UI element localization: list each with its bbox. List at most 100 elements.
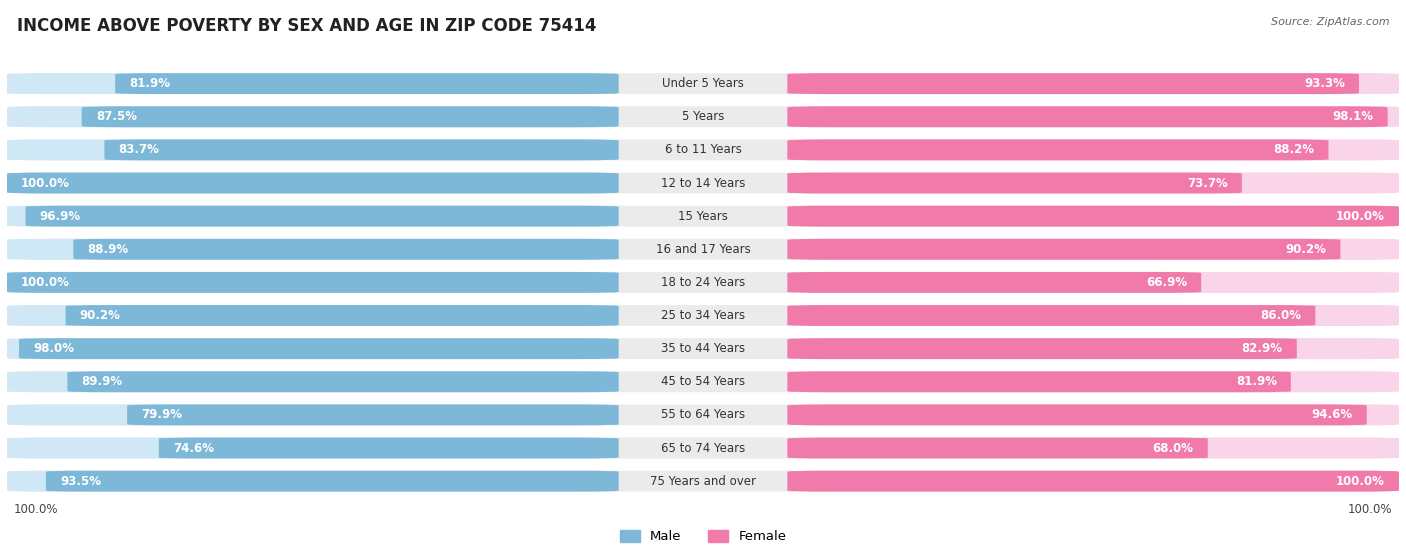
FancyBboxPatch shape [66, 305, 619, 326]
FancyBboxPatch shape [7, 305, 619, 326]
Text: 55 to 64 Years: 55 to 64 Years [661, 409, 745, 421]
FancyBboxPatch shape [787, 471, 1399, 491]
Text: 89.9%: 89.9% [82, 375, 122, 389]
FancyBboxPatch shape [787, 305, 1399, 326]
Text: Source: ZipAtlas.com: Source: ZipAtlas.com [1271, 17, 1389, 27]
Text: 100.0%: 100.0% [1336, 210, 1385, 222]
FancyBboxPatch shape [787, 106, 1399, 127]
Text: 66.9%: 66.9% [1146, 276, 1187, 289]
FancyBboxPatch shape [7, 438, 619, 458]
FancyBboxPatch shape [7, 173, 619, 193]
FancyBboxPatch shape [159, 438, 619, 458]
Legend: Male, Female: Male, Female [620, 530, 786, 543]
FancyBboxPatch shape [7, 272, 619, 293]
FancyBboxPatch shape [787, 438, 1399, 458]
FancyBboxPatch shape [787, 106, 1388, 127]
FancyBboxPatch shape [73, 239, 619, 260]
FancyBboxPatch shape [104, 139, 619, 160]
FancyBboxPatch shape [7, 139, 619, 160]
FancyBboxPatch shape [46, 471, 619, 491]
FancyBboxPatch shape [67, 371, 619, 392]
FancyBboxPatch shape [787, 206, 1399, 226]
FancyBboxPatch shape [787, 272, 1201, 293]
FancyBboxPatch shape [82, 106, 619, 127]
Text: 100.0%: 100.0% [21, 276, 70, 289]
Text: 74.6%: 74.6% [173, 442, 214, 454]
Text: 90.2%: 90.2% [1285, 243, 1326, 256]
FancyBboxPatch shape [787, 73, 1399, 94]
FancyBboxPatch shape [787, 405, 1367, 425]
FancyBboxPatch shape [787, 239, 1340, 260]
FancyBboxPatch shape [787, 206, 1399, 226]
Text: 87.5%: 87.5% [96, 110, 136, 124]
FancyBboxPatch shape [20, 338, 619, 359]
FancyBboxPatch shape [7, 139, 1399, 160]
FancyBboxPatch shape [787, 371, 1291, 392]
FancyBboxPatch shape [25, 206, 619, 226]
FancyBboxPatch shape [7, 106, 619, 127]
FancyBboxPatch shape [787, 173, 1399, 193]
Text: 82.9%: 82.9% [1241, 342, 1282, 355]
FancyBboxPatch shape [7, 206, 619, 226]
FancyBboxPatch shape [7, 471, 1399, 491]
Text: 100.0%: 100.0% [21, 177, 70, 190]
Text: 73.7%: 73.7% [1187, 177, 1227, 190]
Text: 100.0%: 100.0% [14, 503, 59, 516]
FancyBboxPatch shape [787, 438, 1208, 458]
Text: 81.9%: 81.9% [1236, 375, 1277, 389]
Text: 12 to 14 Years: 12 to 14 Years [661, 177, 745, 190]
FancyBboxPatch shape [787, 471, 1399, 491]
Text: INCOME ABOVE POVERTY BY SEX AND AGE IN ZIP CODE 75414: INCOME ABOVE POVERTY BY SEX AND AGE IN Z… [17, 17, 596, 35]
FancyBboxPatch shape [7, 371, 619, 392]
Text: 35 to 44 Years: 35 to 44 Years [661, 342, 745, 355]
Text: 6 to 11 Years: 6 to 11 Years [665, 144, 741, 157]
FancyBboxPatch shape [7, 338, 1399, 359]
Text: 65 to 74 Years: 65 to 74 Years [661, 442, 745, 454]
FancyBboxPatch shape [787, 139, 1399, 160]
FancyBboxPatch shape [787, 73, 1360, 94]
FancyBboxPatch shape [787, 272, 1399, 293]
FancyBboxPatch shape [787, 139, 1329, 160]
FancyBboxPatch shape [7, 206, 1399, 226]
Text: 15 Years: 15 Years [678, 210, 728, 222]
FancyBboxPatch shape [7, 73, 1399, 94]
Text: 25 to 34 Years: 25 to 34 Years [661, 309, 745, 322]
FancyBboxPatch shape [7, 272, 619, 293]
FancyBboxPatch shape [7, 305, 1399, 326]
FancyBboxPatch shape [7, 272, 1399, 293]
FancyBboxPatch shape [787, 173, 1241, 193]
Text: 16 and 17 Years: 16 and 17 Years [655, 243, 751, 256]
FancyBboxPatch shape [7, 173, 1399, 193]
Text: 88.2%: 88.2% [1274, 144, 1315, 157]
FancyBboxPatch shape [7, 173, 619, 193]
FancyBboxPatch shape [7, 405, 619, 425]
Text: 98.0%: 98.0% [34, 342, 75, 355]
Text: 83.7%: 83.7% [118, 144, 159, 157]
Text: 100.0%: 100.0% [1347, 503, 1392, 516]
Text: 100.0%: 100.0% [1336, 475, 1385, 487]
FancyBboxPatch shape [7, 438, 1399, 458]
FancyBboxPatch shape [787, 338, 1296, 359]
Text: 81.9%: 81.9% [129, 77, 170, 90]
Text: 45 to 54 Years: 45 to 54 Years [661, 375, 745, 389]
Text: 96.9%: 96.9% [39, 210, 80, 222]
Text: 93.5%: 93.5% [60, 475, 101, 487]
Text: 86.0%: 86.0% [1260, 309, 1302, 322]
FancyBboxPatch shape [127, 405, 619, 425]
FancyBboxPatch shape [787, 405, 1399, 425]
FancyBboxPatch shape [7, 106, 1399, 127]
Text: 88.9%: 88.9% [87, 243, 128, 256]
Text: 93.3%: 93.3% [1303, 77, 1346, 90]
FancyBboxPatch shape [7, 471, 619, 491]
Text: 94.6%: 94.6% [1312, 409, 1353, 421]
Text: 98.1%: 98.1% [1333, 110, 1374, 124]
FancyBboxPatch shape [787, 305, 1316, 326]
FancyBboxPatch shape [7, 73, 619, 94]
FancyBboxPatch shape [787, 239, 1399, 260]
FancyBboxPatch shape [787, 338, 1399, 359]
FancyBboxPatch shape [7, 239, 619, 260]
FancyBboxPatch shape [7, 371, 1399, 392]
Text: Under 5 Years: Under 5 Years [662, 77, 744, 90]
FancyBboxPatch shape [115, 73, 619, 94]
Text: 75 Years and over: 75 Years and over [650, 475, 756, 487]
